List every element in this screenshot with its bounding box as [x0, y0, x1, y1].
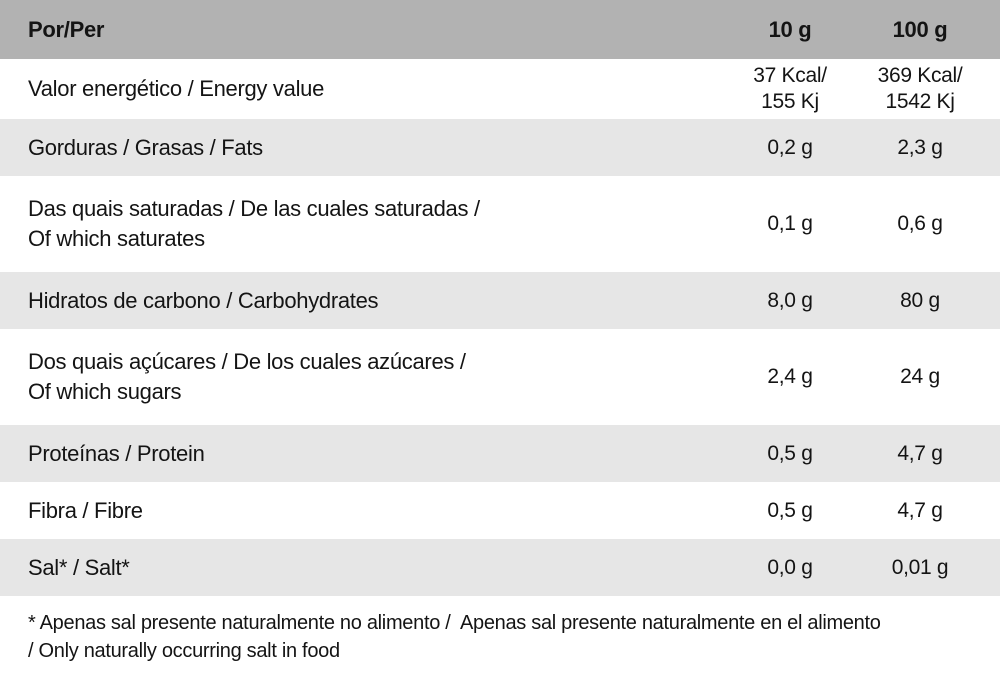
footnote-line-2: / Only naturally occurring salt in food — [28, 640, 340, 662]
row-label: Das quais saturadas / De las cuales satu… — [28, 196, 480, 251]
row-value-100g: 0,6 g — [897, 212, 943, 235]
footnote-line-1: * Apenas sal presente naturalmente no al… — [28, 612, 881, 634]
row-value-100g: 2,3 g — [897, 135, 943, 159]
row-label: Gorduras / Grasas / Fats — [28, 134, 263, 160]
table-body: Valor energético / Energy value 37 Kcal/… — [0, 59, 1000, 596]
table-row: Dos quais açúcares / De los cuales azúca… — [0, 329, 1000, 425]
row-value-10g: 2,4 g — [767, 365, 813, 388]
row-value-10g: 0,2 g — [767, 135, 813, 159]
row-label: Fibra / Fibre — [28, 497, 143, 523]
row-value-10g: 0,0 g — [767, 555, 813, 579]
row-value-10g: 8,0 g — [767, 288, 813, 312]
row-label: Sal* / Salt* — [28, 554, 130, 580]
header-col-10g: 10 g — [768, 16, 812, 42]
row-value-100g: 0,01 g — [891, 555, 949, 579]
table-row: Gorduras / Grasas / Fats 0,2 g 2,3 g — [0, 119, 1000, 176]
row-label: Hidratos de carbono / Carbohydrates — [28, 287, 379, 313]
row-value-10g: 37 Kcal/ 155 Kj — [753, 64, 827, 113]
row-value-100g: 4,7 g — [897, 441, 943, 465]
row-value-100g: 369 Kcal/ 1542 Kj — [877, 64, 963, 113]
table-header-row: Por/Per 10 g 100 g — [0, 0, 1000, 59]
row-value-100g: 80 g — [900, 288, 940, 312]
table-row: Proteínas / Protein 0,5 g 4,7 g — [0, 425, 1000, 482]
header-label: Por/Per — [28, 16, 105, 42]
row-value-10g: 0,5 g — [767, 441, 813, 465]
table-row: Hidratos de carbono / Carbohydrates 8,0 … — [0, 272, 1000, 329]
row-value-10g: 0,1 g — [767, 212, 813, 235]
table-row: Das quais saturadas / De las cuales satu… — [0, 176, 1000, 272]
row-label: Valor energético / Energy value — [28, 76, 325, 101]
footnote: * Apenas sal presente naturalmente no al… — [0, 596, 1000, 665]
table-row: Valor energético / Energy value 37 Kcal/… — [0, 59, 1000, 119]
row-value-100g: 24 g — [900, 365, 940, 388]
header-col-100g: 100 g — [892, 16, 948, 42]
table-row: Sal* / Salt* 0,0 g 0,01 g — [0, 539, 1000, 596]
table-row: Fibra / Fibre 0,5 g 4,7 g — [0, 482, 1000, 539]
row-value-10g: 0,5 g — [767, 498, 813, 522]
row-value-100g: 4,7 g — [897, 498, 943, 522]
row-label: Dos quais açúcares / De los cuales azúca… — [28, 349, 466, 404]
row-label: Proteínas / Protein — [28, 440, 205, 466]
